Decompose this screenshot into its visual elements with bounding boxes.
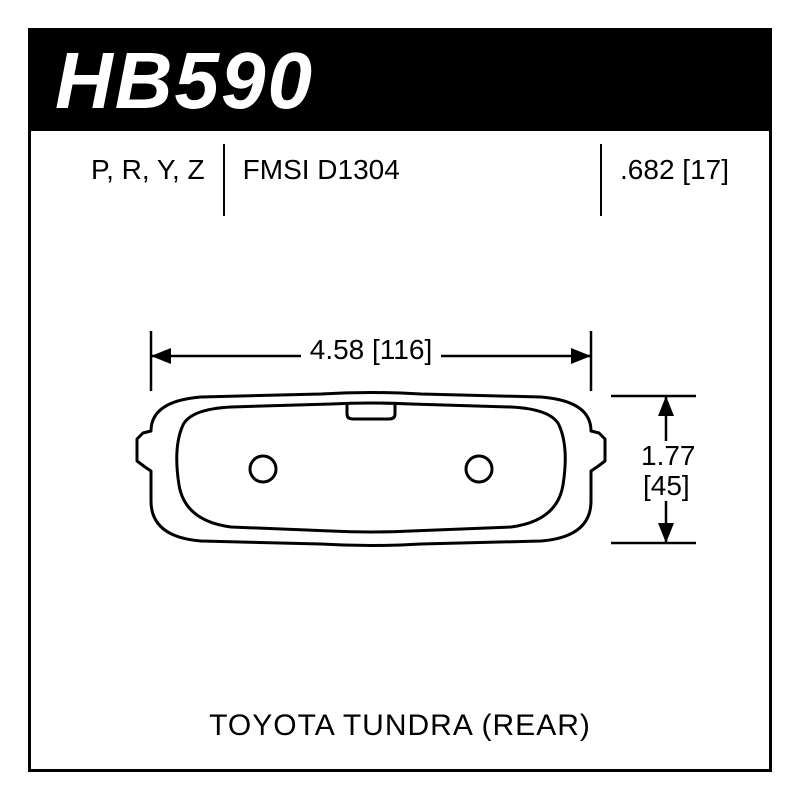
width-mm: [116] bbox=[372, 334, 432, 365]
diagram-area: 4.58 [116] 1.77 [45] bbox=[31, 261, 769, 681]
header-band: HB590 bbox=[31, 31, 769, 131]
height-dimension: 1.77 [45] bbox=[611, 396, 697, 543]
thickness-mm: [17] bbox=[682, 154, 729, 185]
width-in: 4.58 bbox=[310, 334, 365, 365]
caption: TOYOTA TUNDRA (REAR) bbox=[31, 709, 769, 743]
height-in: 1.77 bbox=[641, 440, 696, 471]
thickness-spec: .682 [17] bbox=[602, 154, 769, 186]
width-dimension: 4.58 [116] bbox=[151, 331, 591, 391]
brake-pad-diagram: 4.58 [116] 1.77 [45] bbox=[91, 261, 711, 681]
fmsi-code: FMSI D1304 bbox=[225, 154, 418, 186]
part-number: HB590 bbox=[55, 35, 314, 127]
main-frame: HB590 P, R, Y, Z FMSI D1304 .682 [17] bbox=[28, 28, 772, 772]
height-mm: [45] bbox=[643, 470, 690, 501]
brake-pad-outline bbox=[137, 393, 605, 546]
svg-text:4.58 [11: 4.58 [116] bbox=[310, 334, 432, 365]
compound-codes: P, R, Y, Z bbox=[31, 154, 223, 186]
thickness-in: .682 bbox=[620, 154, 675, 185]
spec-row: P, R, Y, Z FMSI D1304 .682 [17] bbox=[31, 146, 769, 194]
